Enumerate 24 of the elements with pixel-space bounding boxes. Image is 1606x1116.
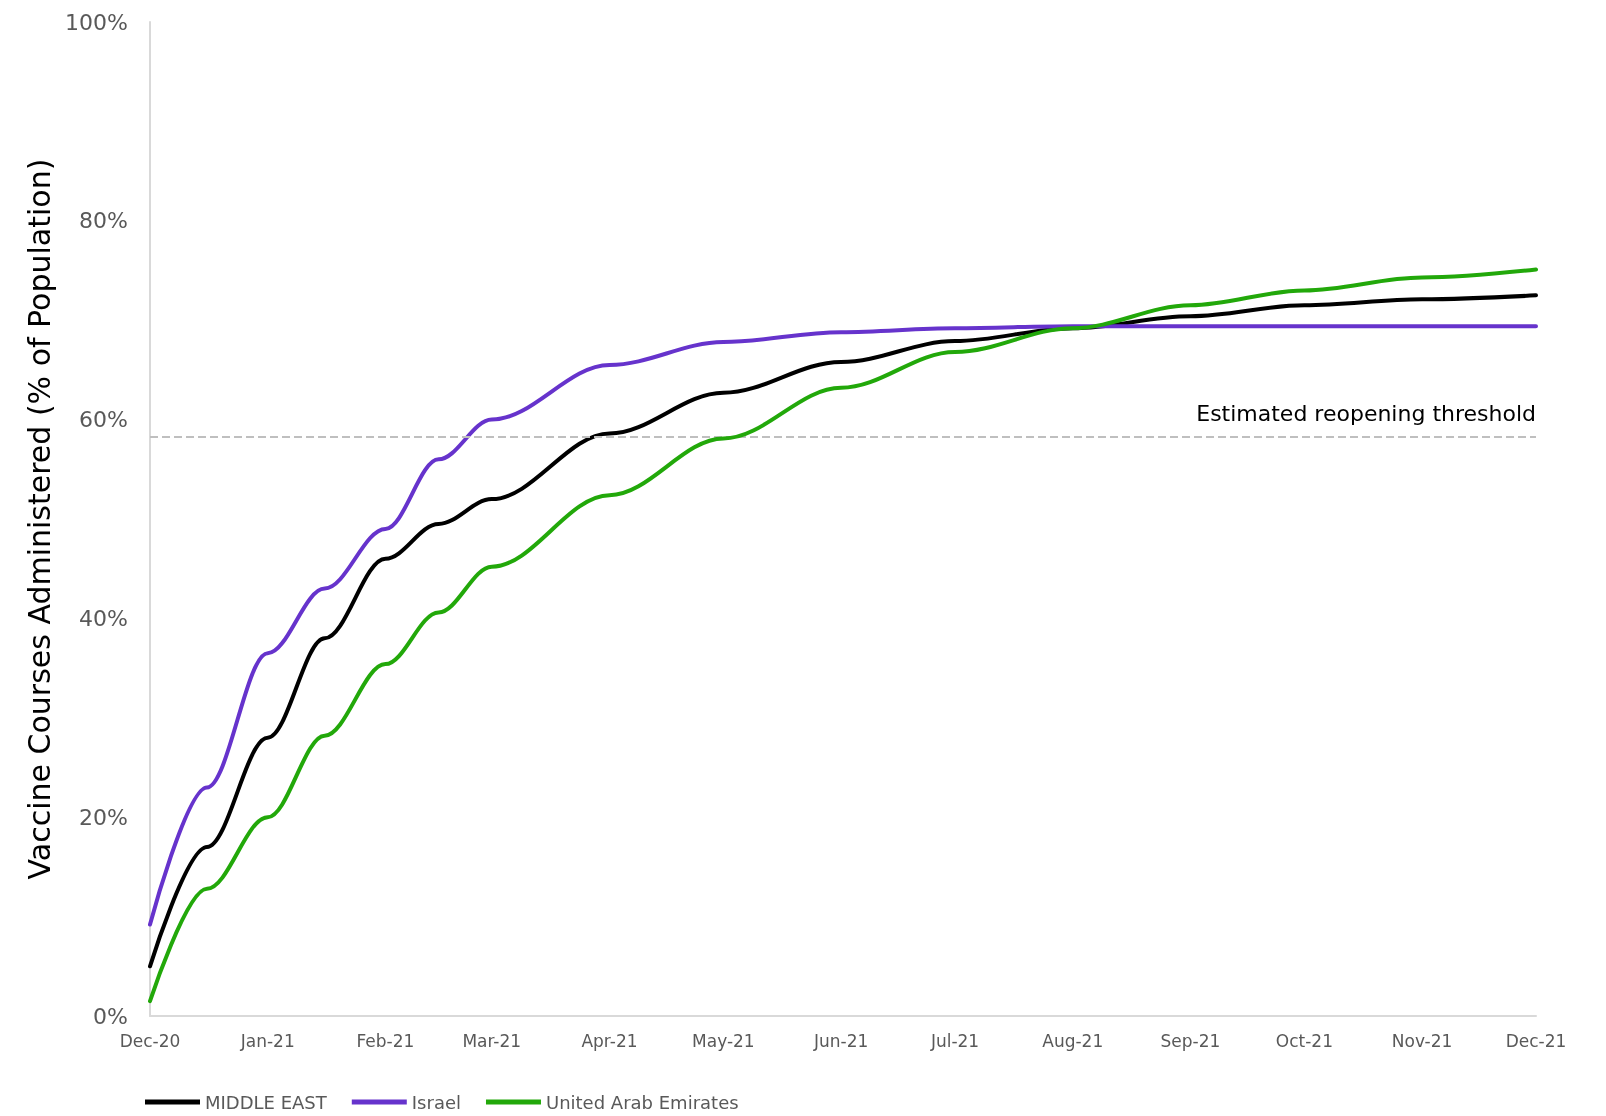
ref-line-label: Estimated reopening threshold [1196, 401, 1536, 426]
x-tick-label: Jun-21 [812, 1030, 869, 1051]
legend-label: Israel [411, 1091, 461, 1113]
legend-label: MIDDLE EAST [205, 1091, 328, 1113]
y-tick-label: 0% [93, 1003, 128, 1029]
x-tick-label: Sep-21 [1160, 1030, 1221, 1051]
x-tick-label: Oct-21 [1275, 1030, 1333, 1051]
x-tick-label: Jan-21 [239, 1030, 295, 1051]
y-tick-label: 60% [79, 407, 128, 433]
x-tick-label: Aug-21 [1042, 1030, 1104, 1051]
x-tick-label: Nov-21 [1391, 1030, 1453, 1051]
y-tick-label: 20% [79, 804, 128, 830]
legend-label: United Arab Emirates [545, 1091, 739, 1113]
x-tick-label: Apr-21 [581, 1030, 638, 1051]
x-tick-label: Dec-21 [1505, 1030, 1567, 1051]
y-tick-label: 100% [65, 9, 128, 35]
x-tick-label: Feb-21 [356, 1030, 415, 1051]
y-axis-title: Vaccine Courses Administered (% of Population) [21, 158, 57, 880]
x-tick-label: Jul-21 [929, 1030, 980, 1051]
y-tick-label: 80% [79, 208, 128, 234]
x-tick-label: Mar-21 [462, 1030, 522, 1051]
x-tick-label: May-21 [692, 1030, 755, 1051]
y-tick-label: 40% [79, 605, 128, 631]
x-tick-label: Dec-20 [119, 1030, 181, 1051]
